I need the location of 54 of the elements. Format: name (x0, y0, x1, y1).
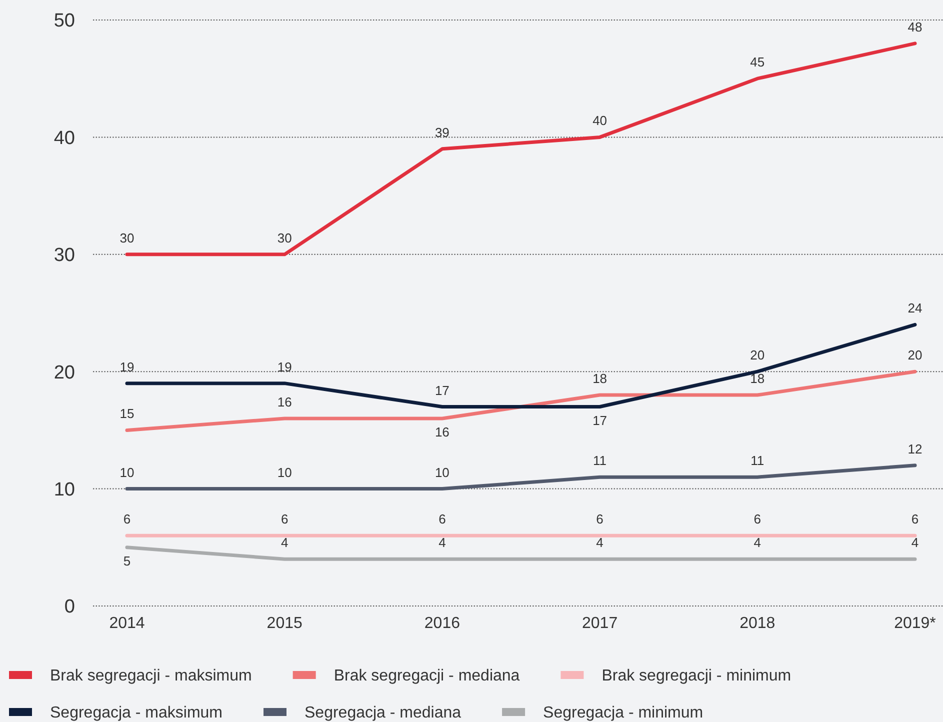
y-tick-label: 40 (54, 128, 75, 149)
data-label: 6 (280, 512, 288, 527)
x-tick-label: 2016 (424, 615, 460, 632)
data-label: 10 (434, 464, 450, 480)
data-label: 16 (277, 394, 292, 410)
y-tick-label: 0 (64, 596, 75, 618)
data-label: 45 (750, 54, 765, 70)
data-label: 6 (438, 512, 446, 527)
data-label: 20 (908, 348, 922, 363)
x-tick-label: 2015 (266, 615, 302, 632)
data-label: 20 (750, 348, 765, 363)
data-label: 30 (120, 230, 134, 246)
legend-label: Segregacja - maksimum (50, 704, 222, 722)
data-label: 17 (434, 382, 450, 398)
x-tick-label: 2017 (582, 615, 618, 632)
legend-label: Brak segregacji - maksimum (50, 668, 252, 685)
data-label: 6 (123, 512, 131, 527)
x-tick-label: 2019* (894, 615, 936, 632)
data-label: 4 (280, 535, 288, 550)
data-label: 24 (908, 300, 922, 316)
data-label: 6 (596, 512, 604, 527)
data-label: 4 (596, 535, 604, 550)
data-label: 39 (434, 124, 450, 140)
data-label: 10 (277, 464, 292, 480)
data-label: 4 (438, 535, 446, 550)
data-label: 11 (593, 453, 607, 468)
data-label: 16 (434, 424, 450, 440)
data-label: 19 (120, 359, 134, 374)
x-tick-label: 2018 (740, 615, 776, 632)
y-tick-label: 50 (54, 10, 75, 32)
y-tick-label: 30 (54, 245, 75, 266)
data-label: 10 (120, 464, 134, 480)
data-label: 19 (277, 359, 292, 374)
legend-label: Brak segregacji - mediana (334, 668, 520, 685)
x-tick-label: 2014 (109, 615, 145, 632)
data-label: 18 (592, 371, 608, 386)
data-label: 4 (754, 535, 762, 550)
data-label: 18 (750, 371, 765, 386)
data-label: 48 (908, 19, 922, 34)
data-label: 12 (908, 441, 922, 456)
y-tick-label: 20 (54, 362, 75, 384)
data-label: 15 (120, 406, 134, 422)
y-tick-label: 10 (54, 479, 75, 500)
legend-label: Brak segregacji - minimum (602, 668, 792, 685)
data-label: 11 (750, 453, 764, 468)
data-label: 6 (911, 512, 919, 527)
legend-label: Segregacja - minimum (543, 704, 704, 722)
data-label: 4 (911, 535, 919, 550)
data-label: 40 (592, 113, 608, 128)
data-label: 5 (123, 553, 131, 568)
legend-label: Segregacja - mediana (304, 704, 462, 722)
data-label: 17 (592, 412, 608, 428)
data-label: 6 (754, 512, 762, 527)
data-label: 30 (277, 230, 292, 246)
